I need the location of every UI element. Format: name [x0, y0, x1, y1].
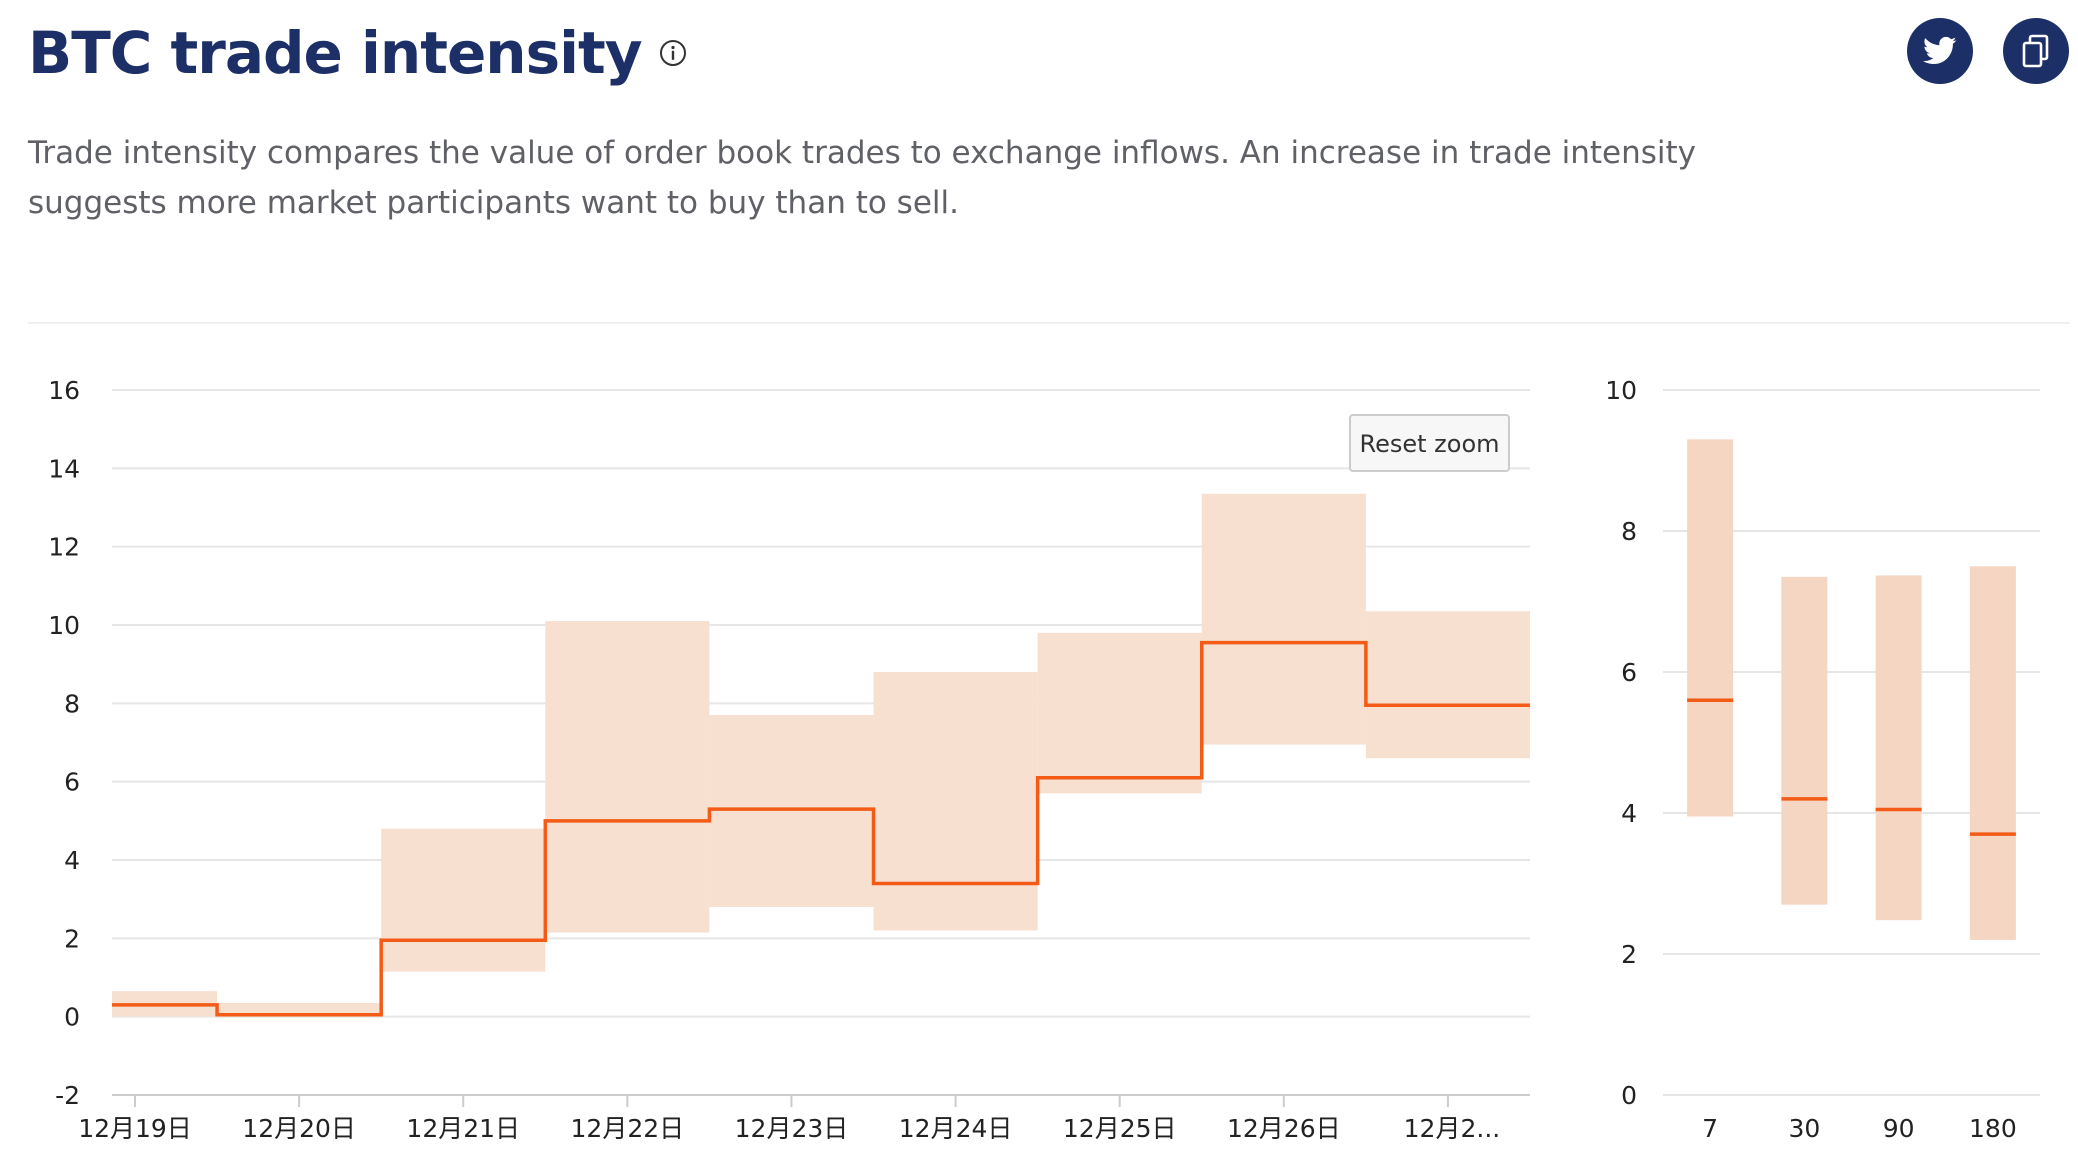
- y-tick-label: -2: [55, 1081, 80, 1110]
- header-divider: [28, 322, 2070, 324]
- confidence-band: [709, 715, 874, 907]
- y-tick-label: 4: [64, 846, 80, 875]
- x-tick-label: 12月23日: [735, 1114, 849, 1143]
- x-tick-label: 12月24日: [899, 1114, 1013, 1143]
- y-tick-label: 4: [1621, 799, 1637, 828]
- main-chart-x-axis: 12月19日 12月20日 12月21日 12月22日 12月23日 12月24日 12月2…: [78, 1094, 1530, 1143]
- range-bar: [1875, 575, 1922, 921]
- reset-zoom-button[interactable]: Reset zoom: [1349, 414, 1510, 472]
- y-tick-label: 12: [48, 533, 80, 562]
- main-chart-line: [112, 640, 1530, 1017]
- y-tick-label: 6: [64, 768, 80, 797]
- x-tick-label: 12月20日: [242, 1114, 356, 1143]
- y-tick-label: 8: [64, 689, 80, 718]
- y-tick-label: 6: [1621, 658, 1637, 687]
- copy-icon: [2022, 34, 2049, 68]
- x-tick-label: 12月26日: [1227, 1114, 1341, 1143]
- series-line: [112, 640, 1530, 1017]
- category-label: 90: [1883, 1114, 1915, 1143]
- side-chart-x-axis: 7 30 90 180: [1702, 1114, 2017, 1143]
- copy-link-button[interactable]: [2003, 18, 2069, 84]
- twitter-share-button[interactable]: [1907, 18, 1973, 84]
- category-label: 30: [1788, 1114, 1820, 1143]
- confidence-band: [1037, 632, 1202, 794]
- y-tick-label: 16: [48, 376, 80, 405]
- y-tick-label: 8: [1621, 517, 1637, 546]
- confidence-band: [873, 672, 1038, 931]
- x-tick-label: 12月21日: [406, 1114, 520, 1143]
- twitter-icon: [1923, 36, 1957, 65]
- x-tick-label: 12月25日: [1063, 1114, 1177, 1143]
- title-row: BTC trade intensity: [28, 18, 688, 88]
- y-tick-label: 2: [1621, 940, 1637, 969]
- y-tick-label: 14: [48, 454, 80, 483]
- page-title: BTC trade intensity: [28, 19, 643, 87]
- confidence-band: [381, 828, 546, 972]
- confidence-band: [1365, 611, 1530, 759]
- y-tick-label: 10: [1605, 376, 1637, 405]
- y-tick-label: 0: [64, 1003, 80, 1032]
- x-tick-label: 12月19日: [78, 1114, 192, 1143]
- confidence-band: [1201, 493, 1366, 745]
- main-chart-y-axis: -2 0 2 4 6 8 10 12 14 16: [48, 376, 80, 1110]
- category-label: 7: [1702, 1114, 1718, 1143]
- side-chart-bars: [1687, 439, 2016, 940]
- info-icon[interactable]: [658, 38, 688, 68]
- reset-zoom-label: Reset zoom: [1359, 430, 1499, 458]
- y-tick-label: 10: [48, 611, 80, 640]
- y-tick-label: 0: [1621, 1081, 1637, 1110]
- x-tick-label: 12月22日: [571, 1114, 685, 1143]
- x-tick-label: 12月2...: [1404, 1114, 1501, 1143]
- category-label: 180: [1969, 1114, 2017, 1143]
- range-bar: [1687, 439, 1734, 817]
- range-bar: [1781, 576, 1828, 905]
- range-bar: [1969, 566, 2016, 940]
- chart-description: Trade intensity compares the value of or…: [28, 135, 1697, 221]
- side-chart-y-axis: 0 2 4 6 8 10: [1605, 376, 1637, 1110]
- y-tick-label: 2: [64, 924, 80, 953]
- confidence-band: [545, 621, 710, 933]
